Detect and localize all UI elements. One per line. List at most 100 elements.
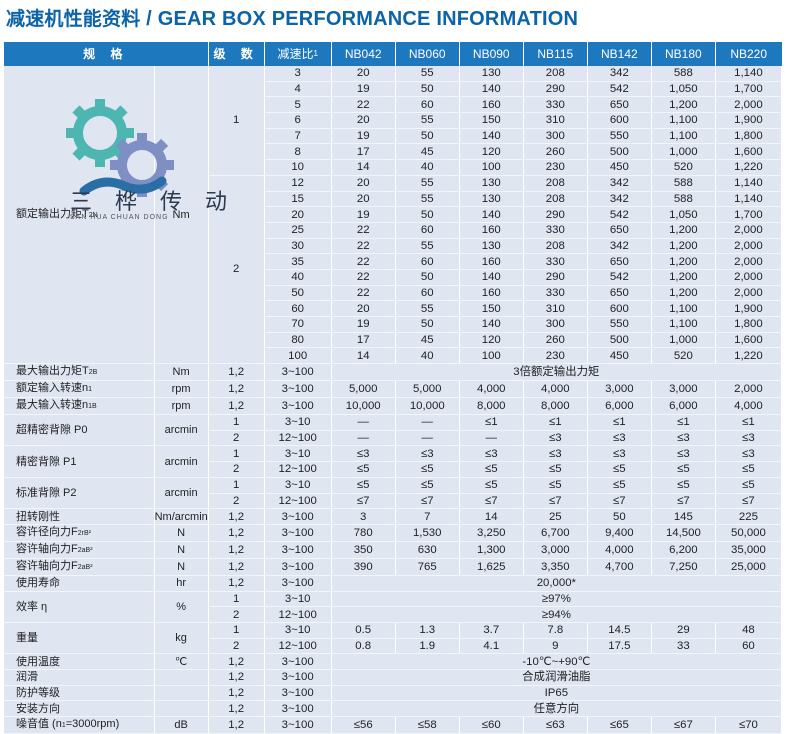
- value-cell: 330: [523, 253, 588, 270]
- value-cell: ≤3: [523, 445, 588, 463]
- value-cell: 1,600: [715, 143, 783, 161]
- value-cell: 160: [459, 285, 524, 302]
- span-value-cell: ≥94%: [331, 606, 783, 623]
- value-cell: 542: [587, 269, 652, 286]
- table-row: 2 12~100 ≤5 ≤5 ≤5 ≤5 ≤5 ≤5 ≤5: [4, 461, 783, 478]
- value-cell: ≤3: [715, 430, 783, 447]
- spec-label-text: 噪音值 (n: [16, 718, 62, 731]
- spec-label: 防护等级: [4, 685, 155, 702]
- value-cell: 48: [715, 622, 783, 639]
- value-cell: 550: [587, 316, 652, 333]
- value-cell: 55: [395, 191, 460, 208]
- value-cell: ≤5: [715, 477, 783, 494]
- value-cell: 60: [395, 253, 460, 270]
- value-cell: 1,100: [651, 316, 716, 333]
- value-cell: 20: [331, 191, 396, 208]
- value-cell: ≤5: [523, 461, 588, 478]
- value-cell: 450: [587, 347, 652, 365]
- ratio-cell: 3~10: [264, 622, 332, 639]
- ratio-cell: 10: [264, 159, 332, 176]
- value-cell: 17: [331, 143, 396, 161]
- value-cell: 19: [331, 316, 396, 333]
- ratio-cell: 12~100: [264, 461, 332, 478]
- value-cell: 10,000: [331, 397, 396, 416]
- value-cell: 100: [459, 347, 524, 365]
- value-cell: 8,000: [523, 397, 588, 416]
- value-cell: 520: [651, 347, 716, 365]
- logo-text: 三 桦 传 动: [70, 190, 235, 215]
- value-cell: 40: [395, 347, 460, 365]
- spec-label-text: 额定输入转速n: [16, 382, 89, 395]
- value-cell: 29: [651, 622, 716, 639]
- unit-cell: %: [154, 591, 209, 623]
- value-cell: 4,700: [587, 558, 652, 576]
- value-cell: 1,600: [715, 332, 783, 349]
- ratio-cell: 50: [264, 285, 332, 302]
- table-row: 4 19 50 140 290 542 1,050 1,700: [4, 81, 783, 98]
- value-cell: 1,800: [715, 316, 783, 333]
- value-cell: 230: [523, 159, 588, 176]
- spec-label-text: 效率 η: [16, 600, 48, 613]
- value-cell: 1,140: [715, 174, 783, 192]
- value-cell: 2,000: [715, 253, 783, 270]
- table-row: 超精密背隙 P0 arcmin 1 3~10— — ≤1 ≤1 ≤1 ≤1 ≤1: [4, 414, 783, 447]
- spec-label: 容许轴向力F2aB²: [4, 558, 155, 576]
- value-cell: 1,220: [715, 347, 783, 365]
- value-cell: —: [331, 414, 396, 431]
- spec-label-text: 安装方向: [16, 702, 60, 715]
- value-cell: 650: [587, 222, 652, 239]
- spec-label-text: 使用寿命: [16, 577, 60, 590]
- value-cell: 600: [587, 300, 652, 317]
- value-cell: 588: [651, 66, 716, 82]
- value-cell: 22: [331, 96, 396, 114]
- value-cell: 310: [523, 300, 588, 317]
- value-cell: 7: [395, 508, 460, 525]
- value-cell: 130: [459, 238, 524, 255]
- value-cell: ≤3: [715, 445, 783, 463]
- value-cell: ≤5: [331, 477, 396, 494]
- value-cell: 14: [459, 508, 524, 525]
- value-cell: 542: [587, 206, 652, 223]
- value-cell: 3,000: [587, 380, 652, 399]
- table-row: 扭转刚性 Nm/arcmin 1,2 3~100 3 7 14 25 50 145 225: [4, 508, 783, 525]
- ratio-cell: 3~100: [264, 397, 332, 416]
- stage-cell: 1,2: [208, 524, 265, 542]
- table-row: 5 22 60 160 330 650 1,200 2,000: [4, 96, 783, 114]
- stage-cell: 1: [208, 591, 265, 608]
- value-cell: 50: [395, 81, 460, 98]
- value-cell: 160: [459, 222, 524, 239]
- value-cell: 1,100: [651, 300, 716, 317]
- value-cell: 2,000: [715, 285, 783, 302]
- value-cell: 1,200: [651, 96, 716, 114]
- spec-label-subscript: 1: [88, 386, 93, 394]
- value-cell: 145: [651, 508, 716, 525]
- value-cell: 22: [331, 238, 396, 255]
- value-cell: 290: [523, 269, 588, 286]
- value-cell: 342: [587, 66, 652, 82]
- logo-subtext: SAN HUA CHUAN DONG: [70, 214, 169, 221]
- value-cell: 342: [587, 238, 652, 255]
- ratio-cell: 20: [264, 206, 332, 223]
- ratio-cell: 40: [264, 269, 332, 286]
- span-value-cell: 任意方向: [331, 700, 783, 718]
- value-cell: 130: [459, 66, 524, 82]
- value-cell: 390: [331, 558, 396, 576]
- stage-cell: 1,2: [208, 716, 265, 734]
- value-cell: 310: [523, 112, 588, 129]
- value-cell: 160: [459, 253, 524, 270]
- spec-label: 重量: [4, 622, 155, 655]
- value-cell: 630: [395, 541, 460, 559]
- header-ratio-sup: 1: [313, 49, 318, 58]
- table-row: 60 20 55 150 310 600 1,100 1,900: [4, 300, 783, 317]
- value-cell: 3,350: [523, 558, 588, 576]
- value-cell: 500: [587, 332, 652, 349]
- unit-cell: arcmin: [154, 477, 209, 510]
- stage-cell: 1,2: [208, 541, 265, 559]
- value-cell: 17: [331, 332, 396, 349]
- value-cell: 5,000: [395, 380, 460, 399]
- unit-cell: Nm: [154, 363, 209, 382]
- spec-label: 使用温度: [4, 653, 155, 670]
- value-cell: 542: [587, 81, 652, 98]
- span-value-cell: ≥97%: [331, 591, 783, 608]
- ratio-cell: 25: [264, 222, 332, 239]
